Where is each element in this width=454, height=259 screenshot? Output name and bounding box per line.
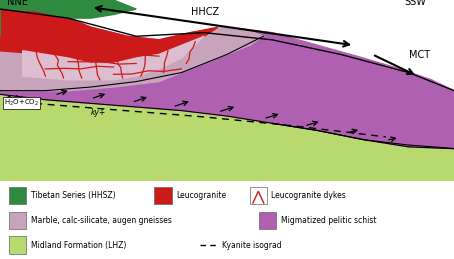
Text: Marble, calc-silicate, augen gneisses: Marble, calc-silicate, augen gneisses bbox=[31, 216, 172, 225]
Text: Migmatized pelitic schist: Migmatized pelitic schist bbox=[281, 216, 376, 225]
Text: SSW: SSW bbox=[404, 0, 426, 6]
Text: Leucogranite dykes: Leucogranite dykes bbox=[271, 191, 346, 200]
Bar bbox=[154, 187, 172, 204]
Bar bbox=[250, 187, 267, 204]
Polygon shape bbox=[23, 36, 204, 80]
Text: HHCZ: HHCZ bbox=[191, 8, 219, 17]
Bar bbox=[9, 212, 26, 229]
Bar bbox=[9, 187, 26, 204]
Text: MCT: MCT bbox=[409, 50, 430, 60]
Text: NNE: NNE bbox=[7, 0, 28, 6]
Bar bbox=[259, 212, 276, 229]
Text: Tibetan Series (HHSZ): Tibetan Series (HHSZ) bbox=[31, 191, 115, 200]
Text: Kyanite isograd: Kyanite isograd bbox=[222, 241, 281, 249]
Polygon shape bbox=[0, 94, 454, 181]
Text: Leucogranite: Leucogranite bbox=[176, 191, 226, 200]
Polygon shape bbox=[0, 0, 136, 36]
Polygon shape bbox=[0, 9, 263, 91]
Polygon shape bbox=[0, 9, 218, 63]
Bar bbox=[9, 236, 26, 254]
Polygon shape bbox=[0, 9, 454, 149]
Text: Midland Formation (LHZ): Midland Formation (LHZ) bbox=[31, 241, 126, 249]
Text: ky+: ky+ bbox=[91, 108, 106, 117]
Text: H$_2$O+CO$_2$: H$_2$O+CO$_2$ bbox=[4, 98, 39, 108]
